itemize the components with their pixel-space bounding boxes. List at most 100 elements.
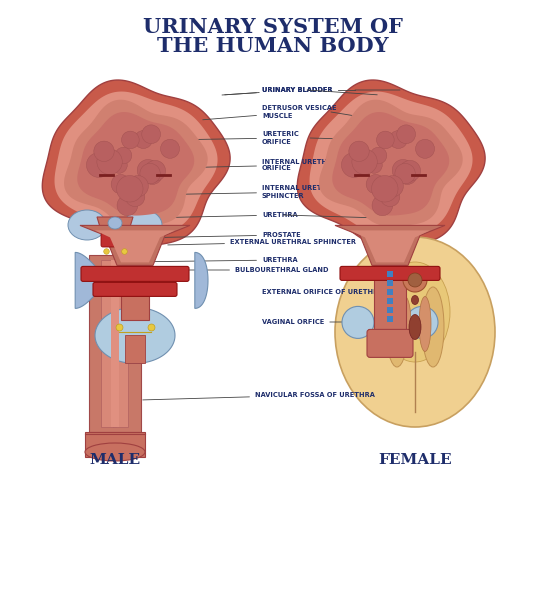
Circle shape <box>125 187 145 206</box>
Polygon shape <box>310 92 473 236</box>
Bar <box>125 335 145 364</box>
Bar <box>387 298 393 304</box>
Text: EXTERNAL URETHRAL SPHINCTER: EXTERNAL URETHRAL SPHINCTER <box>168 239 356 245</box>
Text: BULBOURETHRAL GLAND: BULBOURETHRAL GLAND <box>148 267 329 273</box>
Text: DETRUSOR VESICAE
MUSCLE: DETRUSOR VESICAE MUSCLE <box>203 106 336 120</box>
Circle shape <box>115 147 132 164</box>
Polygon shape <box>350 230 430 262</box>
Text: INTERNAL URETHRAL
SPHINCTER: INTERNAL URETHRAL SPHINCTER <box>143 185 342 199</box>
FancyBboxPatch shape <box>81 266 189 281</box>
Circle shape <box>127 176 148 197</box>
Circle shape <box>143 165 162 184</box>
Circle shape <box>398 165 417 184</box>
Circle shape <box>395 163 415 184</box>
Bar <box>387 289 393 295</box>
Circle shape <box>406 307 438 338</box>
Text: URINARY SYSTEM OF: URINARY SYSTEM OF <box>143 17 403 37</box>
Circle shape <box>366 175 386 194</box>
Circle shape <box>382 176 403 197</box>
Circle shape <box>376 131 394 149</box>
Polygon shape <box>64 100 208 226</box>
Text: NAVICULAR FOSSA OF URETHRA: NAVICULAR FOSSA OF URETHRA <box>143 392 375 400</box>
FancyBboxPatch shape <box>101 233 125 247</box>
Polygon shape <box>195 253 208 308</box>
Polygon shape <box>95 307 175 364</box>
Circle shape <box>380 187 400 206</box>
Circle shape <box>140 163 160 184</box>
Circle shape <box>392 160 414 181</box>
Text: URINARY BLADDER: URINARY BLADDER <box>222 87 333 95</box>
Ellipse shape <box>422 287 444 367</box>
Circle shape <box>145 160 166 181</box>
Circle shape <box>352 149 377 175</box>
Text: THE HUMAN BODY: THE HUMAN BODY <box>157 36 389 56</box>
Circle shape <box>397 125 416 143</box>
FancyBboxPatch shape <box>367 329 413 358</box>
Bar <box>113 260 128 427</box>
Circle shape <box>94 141 114 161</box>
Bar <box>121 265 149 320</box>
Circle shape <box>370 147 387 164</box>
Polygon shape <box>298 80 485 247</box>
Text: PROSTATE: PROSTATE <box>135 232 301 238</box>
Polygon shape <box>97 217 133 237</box>
Polygon shape <box>75 253 106 308</box>
Circle shape <box>341 152 366 178</box>
Text: EXTERNAL ORIFICE OF URETHRA: EXTERNAL ORIFICE OF URETHRA <box>262 289 404 295</box>
Polygon shape <box>335 226 445 265</box>
Circle shape <box>137 160 159 181</box>
Polygon shape <box>80 226 190 265</box>
Polygon shape <box>77 112 194 215</box>
Text: VAGINAL ORFICE: VAGINAL ORFICE <box>262 319 402 325</box>
Bar <box>89 255 141 432</box>
Circle shape <box>372 195 393 215</box>
Circle shape <box>160 139 179 158</box>
Circle shape <box>117 195 138 215</box>
Circle shape <box>117 176 143 202</box>
Circle shape <box>408 273 422 287</box>
FancyBboxPatch shape <box>125 233 149 247</box>
Bar <box>387 316 393 322</box>
Bar <box>101 260 116 427</box>
Circle shape <box>135 131 152 149</box>
Circle shape <box>86 152 111 178</box>
Ellipse shape <box>419 296 431 352</box>
Text: URETHRA: URETHRA <box>148 212 298 218</box>
Polygon shape <box>95 230 175 262</box>
Circle shape <box>403 268 427 292</box>
Bar <box>387 280 393 286</box>
Polygon shape <box>42 80 230 247</box>
Circle shape <box>342 307 374 338</box>
Circle shape <box>349 141 369 161</box>
Text: INTERNAL URETHRAL
ORIFICE: INTERNAL URETHRAL ORIFICE <box>171 158 342 172</box>
Circle shape <box>111 175 131 194</box>
Circle shape <box>400 160 421 181</box>
Text: URINARY BLADDER: URINARY BLADDER <box>225 87 333 95</box>
Bar <box>387 271 393 277</box>
Ellipse shape <box>380 262 450 362</box>
Ellipse shape <box>108 217 122 229</box>
Circle shape <box>142 125 160 143</box>
Text: URETHRA: URETHRA <box>128 257 298 263</box>
Ellipse shape <box>68 210 106 240</box>
Ellipse shape <box>411 295 418 304</box>
Bar <box>387 307 393 313</box>
Bar <box>85 432 145 457</box>
FancyBboxPatch shape <box>93 283 177 296</box>
Bar <box>374 265 406 331</box>
Ellipse shape <box>85 443 145 461</box>
Polygon shape <box>55 92 218 236</box>
FancyBboxPatch shape <box>340 266 440 280</box>
Circle shape <box>121 131 139 149</box>
Circle shape <box>371 176 398 202</box>
Circle shape <box>366 157 382 173</box>
Ellipse shape <box>386 287 408 367</box>
Bar <box>111 260 119 427</box>
Polygon shape <box>332 112 449 215</box>
Circle shape <box>389 131 408 149</box>
Ellipse shape <box>409 314 421 340</box>
Ellipse shape <box>335 237 495 427</box>
Ellipse shape <box>124 210 162 240</box>
Circle shape <box>416 139 434 158</box>
Polygon shape <box>319 100 463 226</box>
